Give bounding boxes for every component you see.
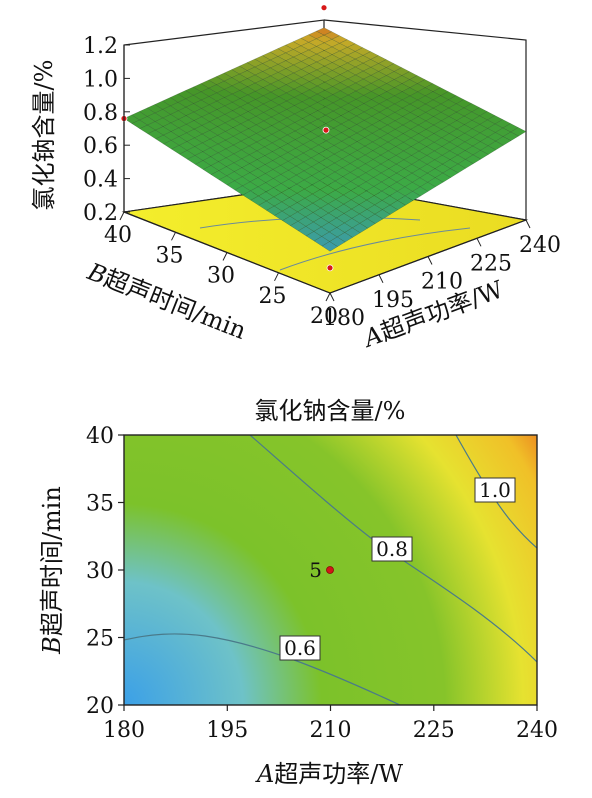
contour-label: 0.6 [279, 635, 321, 661]
y-tick-label: 30 [207, 264, 235, 289]
svg-text:1.0: 1.0 [479, 478, 511, 502]
contour-x-ticks: 180 195 210 225 240 [103, 705, 558, 743]
z-tick-label: 1.2 [83, 34, 118, 59]
contour-x-italic: A [255, 760, 274, 788]
contour-title: 氯化钠含量/% [255, 397, 406, 425]
center-point-marker [326, 566, 334, 574]
svg-text:0.6: 0.6 [284, 636, 316, 660]
x-tick-label: 240 [519, 233, 561, 258]
contour-x-tick-label: 195 [206, 718, 248, 743]
contour-x-tick-label: 240 [516, 718, 558, 743]
contour-y-label: B超声时间/min [38, 486, 66, 655]
contour-x-tick-label: 210 [310, 718, 352, 743]
design-point-marker [326, 264, 334, 272]
contour-y-tick-label: 30 [86, 559, 114, 584]
z-tick-label: 0.4 [83, 168, 118, 193]
contour-y-tick-label: 20 [86, 694, 114, 719]
x-tick-mark [476, 238, 482, 247]
contour-plot: 氯化钠含量/% 0.6 0.8 1.0 5 180 195 210 225 240 20… [38, 397, 558, 788]
surface-cell [321, 241, 338, 252]
contour-y-label-text: 超声时间/min [38, 486, 66, 636]
x-axis-ticks: 180 195 210 225 240 [323, 219, 561, 331]
x-tick-mark [427, 256, 433, 265]
y-tick-mark [274, 272, 279, 282]
y-tick-mark [171, 232, 176, 241]
contour-x-tick-label: 225 [413, 718, 455, 743]
contour-x-label: A超声功率/W [255, 760, 403, 788]
z-axis-ticks: 0.2 0.4 0.6 0.8 1.0 1.2 [83, 34, 130, 226]
x-tick-label: 225 [470, 251, 512, 276]
design-point-marker [322, 126, 330, 134]
x-tick-label: 195 [372, 288, 414, 313]
x-tick-mark [378, 274, 384, 284]
y-tick-mark [119, 211, 125, 221]
contour-y-italic: B [38, 636, 66, 655]
y-tick-label: 35 [156, 243, 184, 268]
contour-label: 0.8 [371, 536, 413, 562]
z-tick-label: 0.8 [83, 101, 118, 126]
x-tick-mark [329, 292, 335, 302]
contour-label: 1.0 [474, 477, 516, 503]
z-axis-label: 氯化钠含量/% [30, 60, 58, 211]
contour-x-tick-label: 180 [103, 718, 145, 743]
contour-line-0.6 [124, 633, 401, 705]
floor-contour-line [279, 227, 471, 271]
contour-line-1.0 [455, 435, 537, 549]
response-surface [120, 4, 527, 272]
contour-x-label-text: 超声功率/W [274, 760, 403, 788]
y-tick-label: 25 [259, 284, 287, 309]
y-tick-mark [222, 252, 228, 261]
z-tick-label: 0.6 [83, 134, 118, 159]
y-axis-ticks: 40 35 30 25 20 [104, 211, 338, 329]
y-tick-label: 20 [310, 304, 338, 329]
contour-y-ticks: 20 25 30 35 40 [86, 424, 124, 719]
design-point-marker [320, 4, 328, 12]
y-tick-mark [325, 292, 331, 302]
x-tick-label: 180 [323, 306, 365, 331]
contour-y-tick-label: 25 [86, 627, 114, 652]
x-tick-label: 210 [421, 270, 463, 295]
center-point-label: 5 [309, 558, 322, 582]
x-tick-mark [525, 219, 531, 229]
z-tick-label: 0.2 [83, 201, 118, 226]
z-tick-label: 1.0 [83, 67, 118, 92]
contour-y-tick-label: 40 [86, 424, 114, 449]
svg-text:0.8: 0.8 [376, 537, 408, 561]
y-tick-label: 40 [104, 223, 132, 248]
contour-y-tick-label: 35 [86, 492, 114, 517]
